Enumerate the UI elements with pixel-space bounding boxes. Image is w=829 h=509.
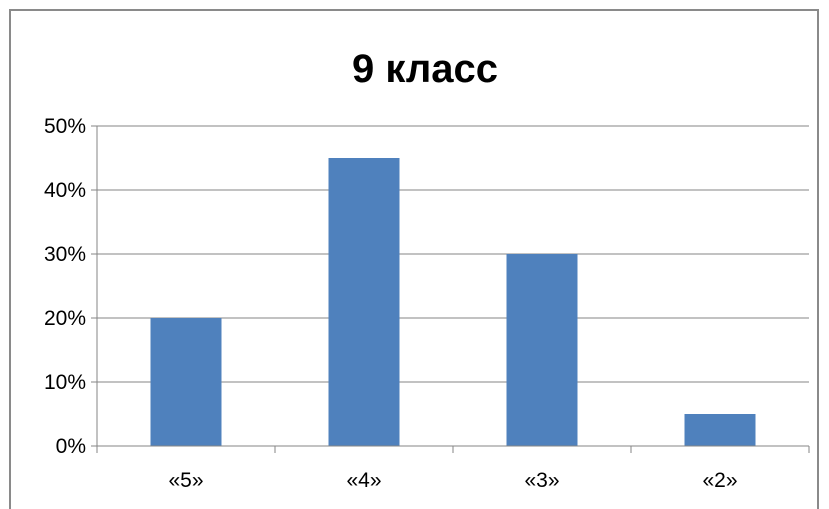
y-tick-label: 0% (56, 435, 86, 458)
bar (684, 414, 756, 446)
y-tick-label: 30% (44, 243, 86, 266)
y-tick-label: 50% (44, 115, 86, 138)
x-axis-ticks: «5» «4» «3» «2» (168, 469, 737, 492)
x-tick-label: «3» (524, 469, 559, 492)
axes (91, 125, 810, 453)
chart-frame (9, 9, 819, 509)
bars (150, 158, 756, 446)
bar (506, 254, 578, 446)
x-tick-label: «5» (168, 469, 203, 492)
bar (328, 158, 400, 446)
y-tick-label: 40% (44, 179, 86, 202)
chart-title: 9 класс (352, 47, 498, 91)
y-tick-label: 10% (44, 371, 86, 394)
bar (150, 318, 222, 446)
y-tick-label: 20% (44, 307, 86, 330)
y-axis-ticks: 0% 10% 20% 30% 40% 50% (44, 115, 86, 458)
x-tick-label: «2» (702, 469, 737, 492)
x-tick-label: «4» (346, 469, 381, 492)
